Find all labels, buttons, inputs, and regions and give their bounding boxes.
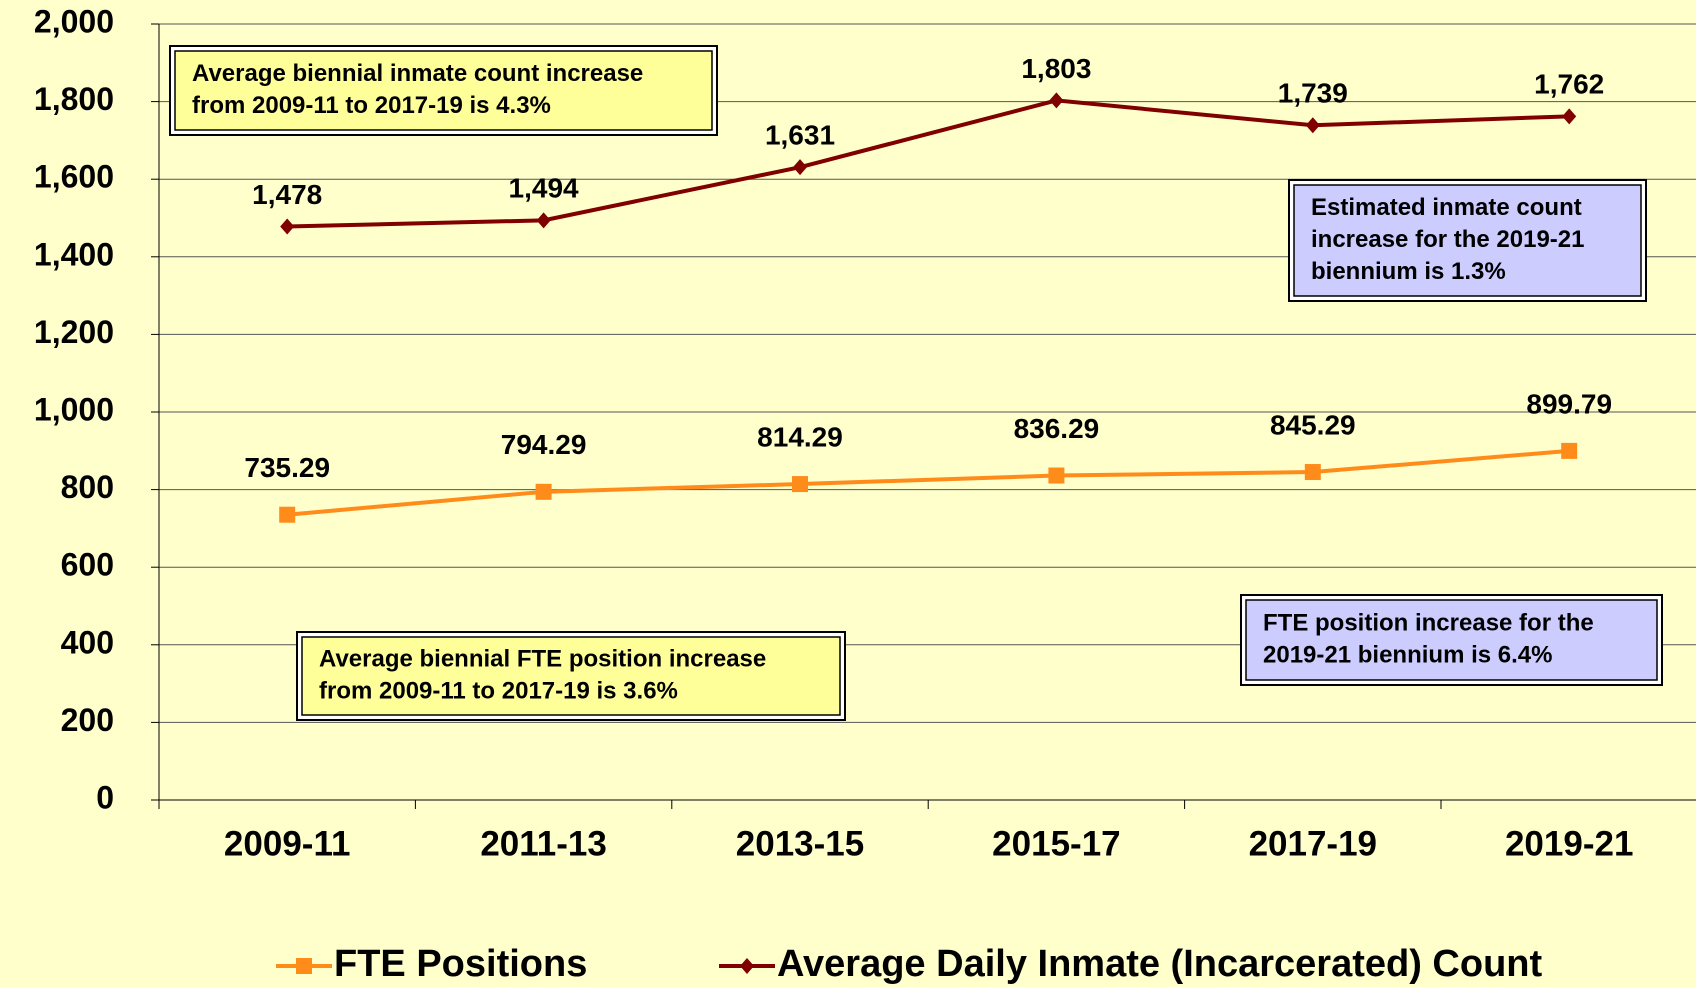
marker (1304, 464, 1321, 481)
marker (1562, 108, 1577, 125)
marker (792, 476, 808, 493)
y-tick-label: 1,800 (34, 81, 114, 117)
marker (1561, 442, 1578, 459)
data-label: 1,762 (1534, 69, 1604, 100)
annotation-text: Average biennial FTE position increase (319, 645, 766, 672)
data-label: 1,803 (1021, 53, 1091, 84)
annotation-text: 2019-21 biennium is 6.4% (1263, 641, 1552, 668)
annotation-text: biennium is 1.3% (1311, 258, 1506, 285)
y-tick-label: 1,400 (34, 236, 114, 272)
y-tick-label: 1,200 (34, 314, 114, 350)
y-tick-label: 1,600 (34, 159, 114, 195)
data-label: 845.29 (1270, 409, 1356, 440)
legend-label: FTE Positions (334, 943, 587, 985)
x-tick-label: 2011-13 (480, 824, 607, 863)
y-tick-label: 800 (61, 469, 114, 505)
series-line (287, 98, 1570, 229)
annotation-box (301, 636, 841, 716)
y-tick-label: 600 (61, 547, 114, 583)
data-label: 899.79 (1526, 388, 1612, 419)
marker (536, 212, 551, 229)
data-label: 1,739 (1278, 78, 1348, 109)
data-label: 836.29 (1014, 413, 1100, 444)
marker (1048, 467, 1065, 484)
marker (1305, 117, 1320, 134)
y-tick-label: 1,000 (34, 391, 114, 427)
marker (296, 958, 312, 974)
y-tick-label: 400 (61, 624, 114, 660)
data-label: 1,478 (252, 179, 322, 210)
series-line (287, 448, 1570, 517)
y-tick-label: 200 (61, 702, 114, 738)
annotation-box (1293, 184, 1642, 297)
y-tick-label: 2,000 (34, 3, 114, 39)
marker (740, 958, 754, 974)
annotation-text: Average biennial inmate count increase (192, 60, 643, 87)
marker (535, 483, 552, 500)
legend-label: Average Daily Inmate (Incarcerated) Coun… (777, 943, 1543, 985)
marker (793, 159, 807, 176)
annotation-box (174, 50, 713, 131)
annotation-text: from 2009-11 to 2017-19 is 3.6% (319, 677, 678, 704)
data-label: 1,494 (509, 173, 579, 204)
x-tick-label: 2017-19 (1249, 824, 1377, 863)
x-tick-label: 2019-21 (1505, 824, 1633, 863)
data-label: 1,631 (765, 120, 835, 151)
annotation-box (1245, 599, 1658, 681)
marker (279, 506, 296, 523)
x-tick-label: 2013-15 (736, 824, 864, 863)
annotation-text: increase for the 2019-21 (1311, 226, 1584, 253)
annotation-text: FTE position increase for the (1263, 609, 1594, 636)
data-label: 794.29 (501, 429, 587, 460)
marker (280, 218, 295, 235)
annotation-text: from 2009-11 to 2017-19 is 4.3% (192, 92, 551, 119)
annotation: FTE position increase for the 2019-21 bie… (1240, 594, 1663, 686)
y-tick-label: 0 (96, 779, 114, 815)
marker (1049, 92, 1064, 109)
annotation: Average biennial FTE position increase fr… (296, 631, 846, 721)
data-label: 735.29 (244, 452, 330, 483)
data-label: 814.29 (757, 421, 843, 452)
x-tick-label: 2015-17 (992, 824, 1120, 863)
annotation: Estimated inmate count increase for the 2… (1288, 179, 1647, 302)
annotation: Average biennial inmate count increase fr… (169, 45, 718, 136)
x-tick-label: 2009-11 (224, 824, 351, 863)
annotation-text: Estimated inmate count (1311, 194, 1582, 221)
